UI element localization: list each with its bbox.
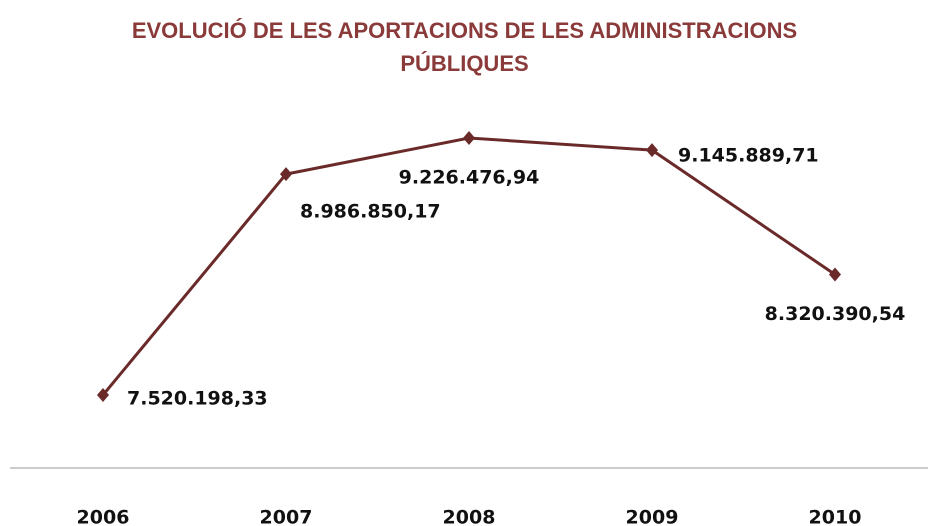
marker bbox=[829, 267, 841, 282]
marker bbox=[97, 388, 109, 402]
marker bbox=[280, 167, 292, 182]
data-label: 8.986.850,17 bbox=[300, 201, 441, 223]
x-tick-label: 2010 bbox=[809, 507, 862, 526]
x-tick-label: 2007 bbox=[260, 507, 313, 526]
data-label: 8.320.390,54 bbox=[765, 303, 906, 325]
chart-title: EVOLUCIÓ DE LES APORTACIONS DE LES ADMIN… bbox=[131, 18, 798, 76]
data-label: 9.226.476,94 bbox=[399, 167, 540, 189]
x-tick-label: 2006 bbox=[77, 507, 130, 526]
x-tick-label: 2009 bbox=[626, 507, 679, 526]
marker bbox=[463, 131, 475, 145]
marker bbox=[646, 143, 658, 158]
data-label: 7.520.198,33 bbox=[127, 388, 268, 410]
x-tick-label: 2008 bbox=[443, 507, 496, 526]
data-label: 9.145.889,71 bbox=[678, 145, 819, 167]
